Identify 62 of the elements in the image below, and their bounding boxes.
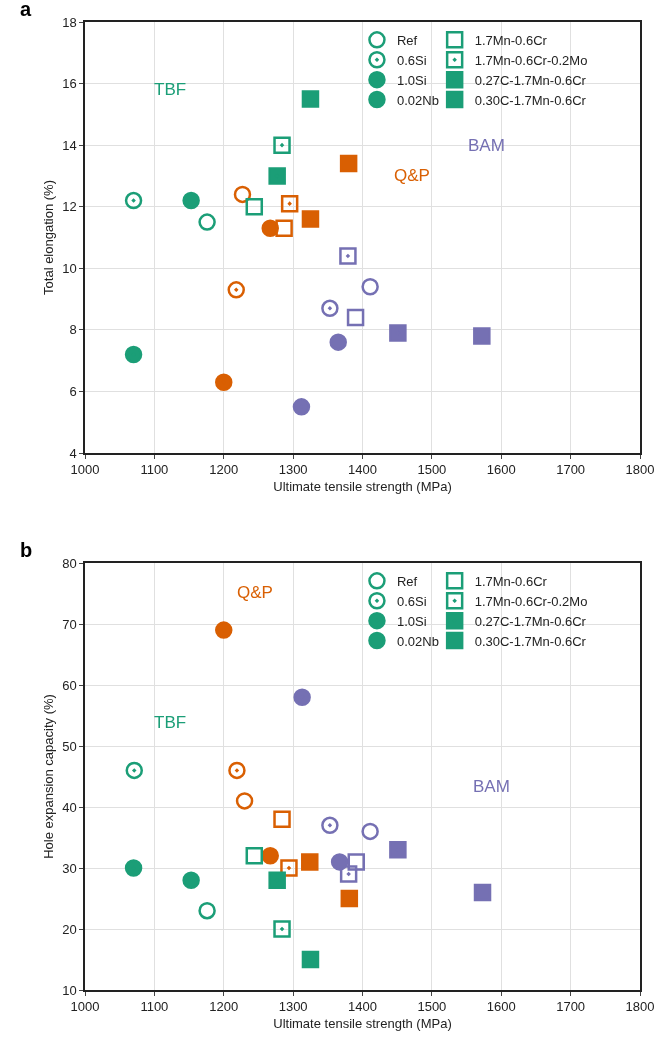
x-tick-label: 1000	[70, 462, 100, 478]
x-tick-label: 1000	[70, 999, 100, 1015]
y-axis-title: Total elongation (%)	[40, 180, 56, 295]
y-tick-label: 60	[62, 677, 77, 693]
legend-label: 0.27C-1.7Mn-0.6Cr	[474, 72, 587, 88]
x-tick-label: 1100	[140, 999, 169, 1015]
y-tick-label: 8	[69, 322, 77, 338]
y-tick-label: 4	[69, 445, 77, 461]
x-tick-label: 1200	[209, 462, 239, 478]
legend-label: 0.27C-1.7Mn-0.6Cr	[474, 613, 587, 629]
annotation: BAM	[473, 777, 510, 796]
y-tick-label: 80	[62, 555, 77, 571]
chart-title: b	[20, 539, 33, 561]
x-tick-label: 1100	[140, 462, 169, 478]
annotation: Q&P	[237, 583, 273, 602]
legend-label: Ref	[396, 573, 418, 589]
legend-label: 1.7Mn-0.6Cr-0.2Mo	[474, 52, 588, 68]
x-tick-label: 1200	[209, 999, 239, 1015]
x-tick-label: 1400	[348, 462, 377, 478]
y-tick-label: 30	[62, 860, 77, 876]
legend-label: 1.7Mn-0.6Cr	[474, 573, 548, 589]
annotation: BAM	[468, 136, 505, 155]
y-tick-label: 50	[62, 738, 77, 754]
y-tick-label: 20	[62, 921, 77, 937]
x-tick-label: 1600	[486, 462, 516, 478]
x-tick-label: 1800	[625, 462, 655, 478]
legend-label: 1.0Si	[396, 613, 427, 629]
y-axis-title: Hole expansion capacity (%)	[40, 694, 56, 859]
legend-label: 0.02Nb	[396, 633, 439, 649]
legend-label: 0.30C-1.7Mn-0.6Cr	[474, 633, 587, 649]
legend-label: 0.02Nb	[396, 92, 439, 108]
x-tick-label: 1400	[348, 999, 377, 1015]
x-tick-label: 1600	[486, 999, 516, 1015]
annotation: TBF	[154, 80, 187, 99]
x-tick-label: 1700	[556, 999, 586, 1015]
legend-label: 0.6Si	[396, 593, 427, 609]
y-tick-label: 40	[62, 799, 77, 815]
y-tick-label: 14	[62, 137, 77, 153]
legend-label: 1.7Mn-0.6Cr-0.2Mo	[474, 593, 588, 609]
legend-label: Ref	[396, 32, 418, 48]
legend-label: 0.30C-1.7Mn-0.6Cr	[474, 92, 587, 108]
x-tick-label: 1700	[556, 462, 586, 478]
x-axis-title: Ultimate tensile strength (MPa)	[273, 1016, 452, 1032]
legend-label: 1.0Si	[396, 72, 427, 88]
y-tick-label: 18	[62, 14, 77, 30]
y-tick-label: 6	[69, 383, 77, 399]
legend-label: 1.7Mn-0.6Cr	[474, 32, 548, 48]
legend-label: 0.6Si	[396, 52, 427, 68]
y-tick-label: 12	[62, 199, 77, 215]
x-tick-label: 1500	[417, 999, 447, 1015]
annotation: TBF	[154, 713, 187, 732]
chart-title: a	[20, 0, 32, 20]
x-tick-label: 1300	[278, 999, 308, 1015]
y-tick-label: 70	[62, 616, 77, 632]
x-tick-label: 1500	[417, 462, 447, 478]
x-tick-label: 1300	[278, 462, 308, 478]
annotation: Q&P	[394, 166, 430, 185]
x-axis-title: Ultimate tensile strength (MPa)	[273, 479, 452, 495]
x-tick-label: 1800	[625, 999, 655, 1015]
y-tick-label: 10	[62, 260, 77, 276]
y-tick-label: 10	[62, 982, 77, 998]
y-tick-label: 16	[62, 76, 77, 92]
